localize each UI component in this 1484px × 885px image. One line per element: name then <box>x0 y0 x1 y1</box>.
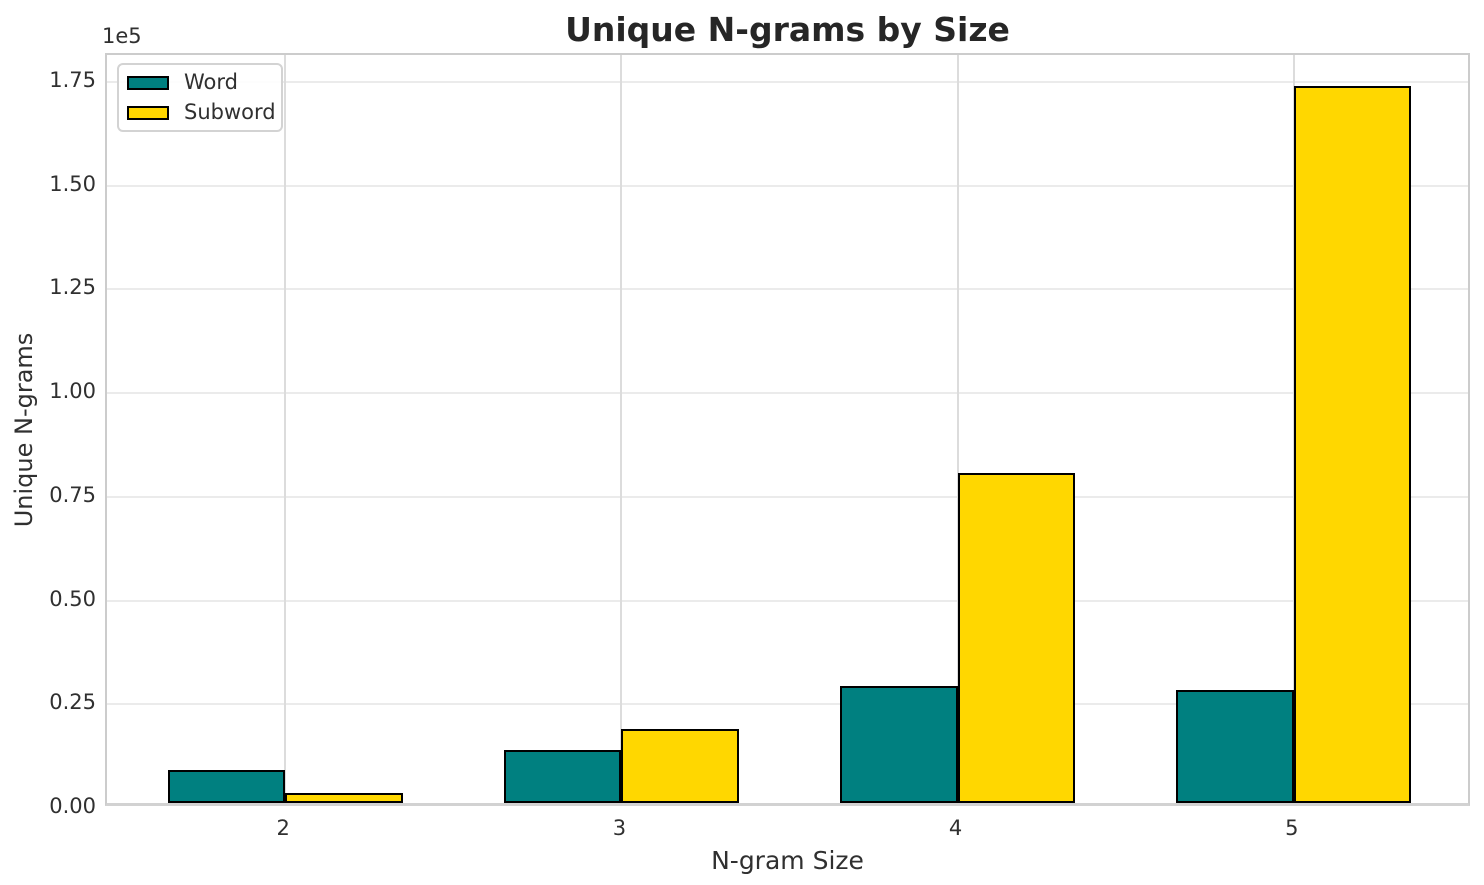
gridline-vertical <box>284 55 287 803</box>
legend-label-word: Word <box>184 70 238 94</box>
bar-subword-2 <box>285 793 403 803</box>
y-tick-label: 1.25 <box>49 275 96 300</box>
legend: Word Subword <box>117 63 283 132</box>
word-series-swatch <box>127 75 169 90</box>
legend-item-subword: Subword <box>127 102 281 123</box>
plot-area <box>105 53 1470 806</box>
y-tick-label: 1.00 <box>49 379 96 404</box>
chart-title: Unique N-grams by Size <box>565 10 1010 49</box>
x-tick-label: 5 <box>1285 816 1299 840</box>
x-axis-label: N-gram Size <box>711 846 864 875</box>
x-tick-label: 3 <box>612 816 627 840</box>
gridline-horizontal <box>107 703 1468 706</box>
plot-inner <box>107 55 1468 803</box>
gridline-horizontal <box>107 184 1468 187</box>
y-tick-label: 1.50 <box>49 171 96 196</box>
x-tick-label: 2 <box>276 816 290 840</box>
y-axis-label: Unique N-grams <box>10 332 38 528</box>
y-tick-label: 0.50 <box>49 586 96 611</box>
y-tick-label: 0.25 <box>49 690 96 715</box>
x-tick-label: 4 <box>948 816 963 840</box>
gridline-vertical <box>620 55 623 803</box>
bar-word-4 <box>839 686 958 803</box>
bar-subword-5 <box>1293 85 1412 803</box>
y-tick-label: 0.75 <box>49 482 96 507</box>
bar-word-5 <box>1176 689 1294 803</box>
subword-series-swatch <box>127 105 169 120</box>
bar-word-3 <box>503 750 622 803</box>
y-tick-label: 0.00 <box>49 794 96 818</box>
gridline-vertical <box>956 55 959 803</box>
gridline-horizontal <box>107 599 1468 602</box>
legend-item-word: Word <box>127 72 281 93</box>
y-tick-label: 1.75 <box>49 67 96 92</box>
bar-subword-4 <box>957 472 1076 803</box>
gridline-horizontal <box>107 495 1468 498</box>
bar-word-2 <box>167 769 286 803</box>
bar-subword-3 <box>621 728 740 803</box>
gridline-horizontal <box>107 80 1468 83</box>
gridline-horizontal <box>107 288 1468 291</box>
y-axis-offset-text: 1e5 <box>102 24 142 48</box>
gridline-horizontal <box>107 392 1468 395</box>
legend-label-subword: Subword <box>184 100 276 124</box>
